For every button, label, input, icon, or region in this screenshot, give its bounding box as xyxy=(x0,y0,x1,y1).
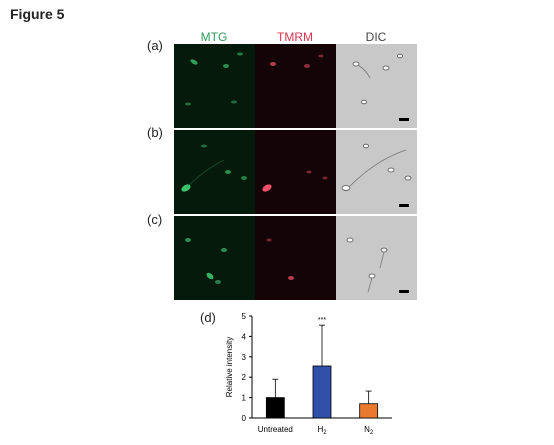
y-tick-label-0: 0 xyxy=(242,414,247,423)
y-axis-label: Relative intensity xyxy=(225,337,234,397)
mtg-b-image xyxy=(174,130,255,214)
x-tick-label-2: N2 xyxy=(364,425,374,436)
column-header-tmrm: TMRM xyxy=(277,30,313,44)
mtg-a-image xyxy=(174,44,255,128)
y-tick-label-2: 2 xyxy=(242,373,247,382)
x-tick-label-0: Untreated xyxy=(258,425,293,434)
y-tick-label-1: 1 xyxy=(242,394,247,403)
dic-a-image xyxy=(336,44,417,128)
micrograph-tmrm-b xyxy=(255,130,336,214)
bar-1 xyxy=(312,365,332,419)
micrograph-mtg-c xyxy=(174,216,255,300)
column-header-dic: DIC xyxy=(365,30,387,44)
micrograph-mtg-a xyxy=(174,44,255,128)
bar-2 xyxy=(359,403,379,419)
micrograph-tmrm-c xyxy=(255,216,336,300)
scale-bar-b xyxy=(399,204,409,207)
tmrm-a-image xyxy=(255,44,336,128)
chart-panel-label: (d) xyxy=(200,310,216,325)
micrograph-tmrm-a xyxy=(255,44,336,128)
micrograph-mtg-b xyxy=(174,130,255,214)
y-tick-label-3: 3 xyxy=(242,353,247,362)
dic-c-image xyxy=(336,216,417,300)
row-label-a: (a) xyxy=(147,38,163,53)
x-tick-label-1: H2 xyxy=(317,425,327,436)
figure-title: Figure 5 xyxy=(10,6,65,22)
row-label-c: (c) xyxy=(147,212,163,227)
micrograph-dic-c xyxy=(336,216,417,300)
dic-b-image xyxy=(336,130,417,214)
row-label-b: (b) xyxy=(147,125,163,140)
micrograph-dic-b xyxy=(336,130,417,214)
scale-bar-c xyxy=(399,290,409,293)
tmrm-b-image xyxy=(255,130,336,214)
tmrm-c-image xyxy=(255,216,336,300)
y-tick-label-5: 5 xyxy=(242,312,247,321)
scale-bar-a xyxy=(399,118,409,121)
significance-label-1: *** xyxy=(318,317,326,324)
column-header-mtg: MTG xyxy=(200,30,228,44)
y-tick-label-4: 4 xyxy=(242,332,247,341)
mtg-c-image xyxy=(174,216,255,300)
micrograph-dic-a xyxy=(336,44,417,128)
bar-0 xyxy=(265,397,285,419)
